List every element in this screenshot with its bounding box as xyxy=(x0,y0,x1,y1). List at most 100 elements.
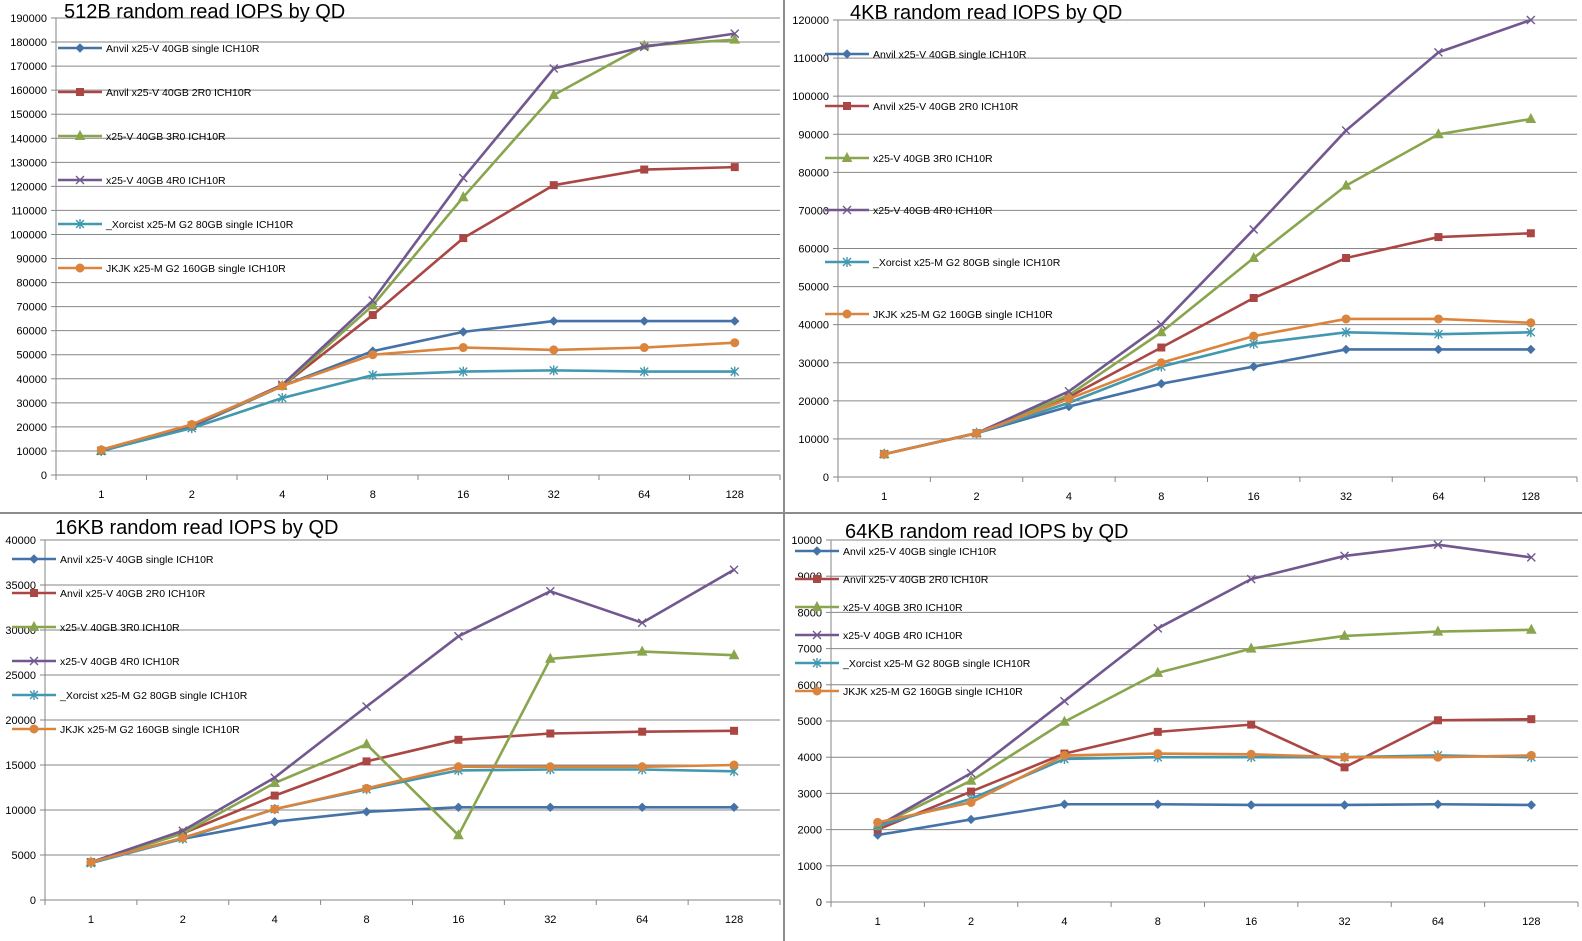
chart-4kb-series-1-point xyxy=(1341,344,1351,355)
chart-512b-y-tick-label: 70000 xyxy=(16,302,47,314)
chart-16kb-series-1-line xyxy=(90,805,735,864)
chart-16kb-series-1-point xyxy=(637,802,647,813)
chart-64kb-legend-entry: Anvil x25-V 40GB single ICH10R xyxy=(843,546,997,558)
chart-64kb-legend-swatch-marker xyxy=(812,546,822,556)
chart-64kb-series-2-point xyxy=(1527,715,1536,724)
chart-4kb-series-6-point xyxy=(1064,394,1074,404)
chart-64kb-series-4-line xyxy=(877,543,1532,828)
chart-512b-y-tick-label: 10000 xyxy=(16,446,47,458)
chart-512b-legend-entry: x25-V 40GB 4R0 ICH10R xyxy=(106,175,226,187)
chart-512b-legend: Anvil x25-V 40GB single ICH10R Anvil x25-… xyxy=(58,43,294,275)
chart-64kb-legend-entry: _Xorcist x25-M G2 80GB single ICH10R xyxy=(842,658,1031,670)
chart-16kb-series-6-point xyxy=(637,762,647,772)
chart-16kb-y-tick-label: 35000 xyxy=(5,580,36,592)
chart-16kb-x-tick-label: 128 xyxy=(725,914,743,926)
chart-512b-y-tick-label: 190000 xyxy=(10,13,47,25)
chart-4kb-series-4-point xyxy=(1526,15,1536,25)
chart-16kb-series-1-point xyxy=(361,807,372,817)
chart-4kb-series-6-line xyxy=(883,317,1531,456)
chart-64kb-series-3-point xyxy=(1525,623,1537,634)
chart-64kb-series-6-point xyxy=(1526,750,1536,760)
chart-16kb-series-6 xyxy=(86,760,739,867)
chart-512b-y-tick-label: 160000 xyxy=(10,85,47,97)
chart-512b-series-5-point xyxy=(277,393,287,404)
chart-4kb-gridlines xyxy=(833,19,1577,478)
chart-4kb-x-tick-label: 4 xyxy=(1066,491,1072,503)
chart-64kb-series-1-line xyxy=(877,802,1532,837)
chart-4kb-series-3-point xyxy=(1155,326,1167,337)
chart-512b-series-4-point xyxy=(549,64,559,74)
chart-64kb-series-3-point xyxy=(1059,715,1070,726)
chart-512b-x-tick-label: 1 xyxy=(98,489,104,501)
chart-512b-series-5-point xyxy=(730,366,740,377)
chart-64kb-x-tick-label: 16 xyxy=(1245,916,1257,928)
chart-16kb-legend-entry: JKJK x25-M G2 160GB single ICH10R xyxy=(60,724,240,736)
chart-16kb-series-4-point xyxy=(729,565,739,575)
chart-64kb-series-6-line xyxy=(877,752,1532,824)
chart-64kb-series-1-point xyxy=(1246,800,1256,810)
chart-512b-y-tick-label: 50000 xyxy=(16,350,47,362)
chart-16kb-legend-entry: Anvil x25-V 40GB single ICH10R xyxy=(60,554,214,566)
chart-4kb-series-3 xyxy=(878,112,1537,459)
chart-512b-series-5-point xyxy=(458,366,468,377)
chart-512b-x-tick-label: 8 xyxy=(370,489,376,501)
chart-64kb-legend-swatch-marker xyxy=(811,600,823,611)
chart-512b-series-6-point xyxy=(549,345,559,355)
chart-512b-legend-swatch-marker xyxy=(75,219,85,229)
chart-4kb-series-6-point xyxy=(879,449,889,459)
chart-16kb-series-3-point xyxy=(361,738,372,749)
chart-16kb-series-2-point xyxy=(638,727,647,736)
chart-4kb-series-4-point xyxy=(1341,125,1351,135)
chart-4kb-y-tick-label: 120000 xyxy=(792,15,829,27)
chart-512b-series-6 xyxy=(96,338,740,455)
chart-64kb-x-tick-label: 1 xyxy=(875,916,881,928)
chart-512b-series-2-point xyxy=(368,311,377,320)
chart-64kb-legend-entry: x25-V 40GB 3R0 ICH10R xyxy=(843,602,963,614)
chart-64kb-x-tick-label: 2 xyxy=(968,916,974,928)
chart-4kb-y-tick-label: 100000 xyxy=(792,91,829,103)
chart-16kb-legend: Anvil x25-V 40GB single ICH10R Anvil x25-… xyxy=(12,554,248,736)
chart-512b-series-6-line xyxy=(100,341,735,451)
chart-4kb-series-5-point xyxy=(1526,327,1536,338)
chart-512b-x-tick-label: 16 xyxy=(457,489,469,501)
chart-4kb-y-tick-label: 110000 xyxy=(793,53,829,65)
chart-4kb-y-tick-label: 80000 xyxy=(798,167,829,179)
chart-64kb-series-1 xyxy=(872,799,1537,840)
chart-4kb-legend-swatch-marker xyxy=(842,49,852,59)
chart-4kb-y-tick-label: 90000 xyxy=(798,129,829,141)
chart-512b-y-tick-label: 80000 xyxy=(16,278,47,290)
vertical-divider xyxy=(783,0,785,941)
chart-64kb-series-4-point xyxy=(1526,552,1536,562)
chart-512b-y-tick-label: 130000 xyxy=(10,157,47,169)
chart-512b-y-tick-label: 30000 xyxy=(16,398,47,410)
chart-4kb-series-2-point xyxy=(1157,343,1166,352)
chart-512b-legend-swatch-marker xyxy=(74,129,86,140)
chart-4kb-legend-entry: JKJK x25-M G2 160GB single ICH10R xyxy=(873,309,1053,321)
chart-64kb-y-tick-label: 3000 xyxy=(798,788,822,800)
chart-16kb-series-6-point xyxy=(362,783,372,793)
chart-16kb-x-tick-label: 8 xyxy=(364,914,370,926)
chart-512b-series-6-point xyxy=(187,419,197,429)
chart-64kb-series-6-point xyxy=(1059,750,1069,760)
chart-16kb-series-4-point xyxy=(637,618,647,628)
chart-16kb-series-1-point xyxy=(545,802,556,813)
chart-512b-svg: 0 10000 20000 30000 40000 50000 60000 70000 8000… xyxy=(10,1,781,501)
chart-512b-y-tick-label: 110000 xyxy=(11,205,47,217)
chart-4kb-x-tick-label: 128 xyxy=(1522,491,1540,503)
chart-4kb-svg: 0 10000 20000 30000 40000 50000 60000 70000 8000… xyxy=(792,2,1578,503)
chart-64kb-series-1-point xyxy=(1339,800,1350,810)
chart-16kb-y-tick-label: 40000 xyxy=(5,535,36,547)
chart-16kb-legend-swatch-marker xyxy=(29,724,39,734)
chart-512b-x-tick-label: 128 xyxy=(726,489,744,501)
chart-16kb-series-2-line xyxy=(90,729,735,864)
chart-512b-series-4-point xyxy=(639,42,649,52)
chart-512b-series-3-point xyxy=(548,88,560,99)
chart-512b-series-1-line xyxy=(100,319,735,453)
chart-64kb-legend-swatch-marker xyxy=(812,658,822,668)
chart-64kb-series-2-point xyxy=(1340,763,1349,772)
chart-512b-x-tick-label: 64 xyxy=(638,489,650,501)
chart-64kb-series-6-point xyxy=(1340,752,1350,762)
chart-4kb-legend-swatch-marker xyxy=(842,205,852,215)
chart-4kb-legend-entry: Anvil x25-V 40GB 2R0 ICH10R xyxy=(873,101,1019,113)
chart-16kb-series-6-point xyxy=(729,760,739,770)
